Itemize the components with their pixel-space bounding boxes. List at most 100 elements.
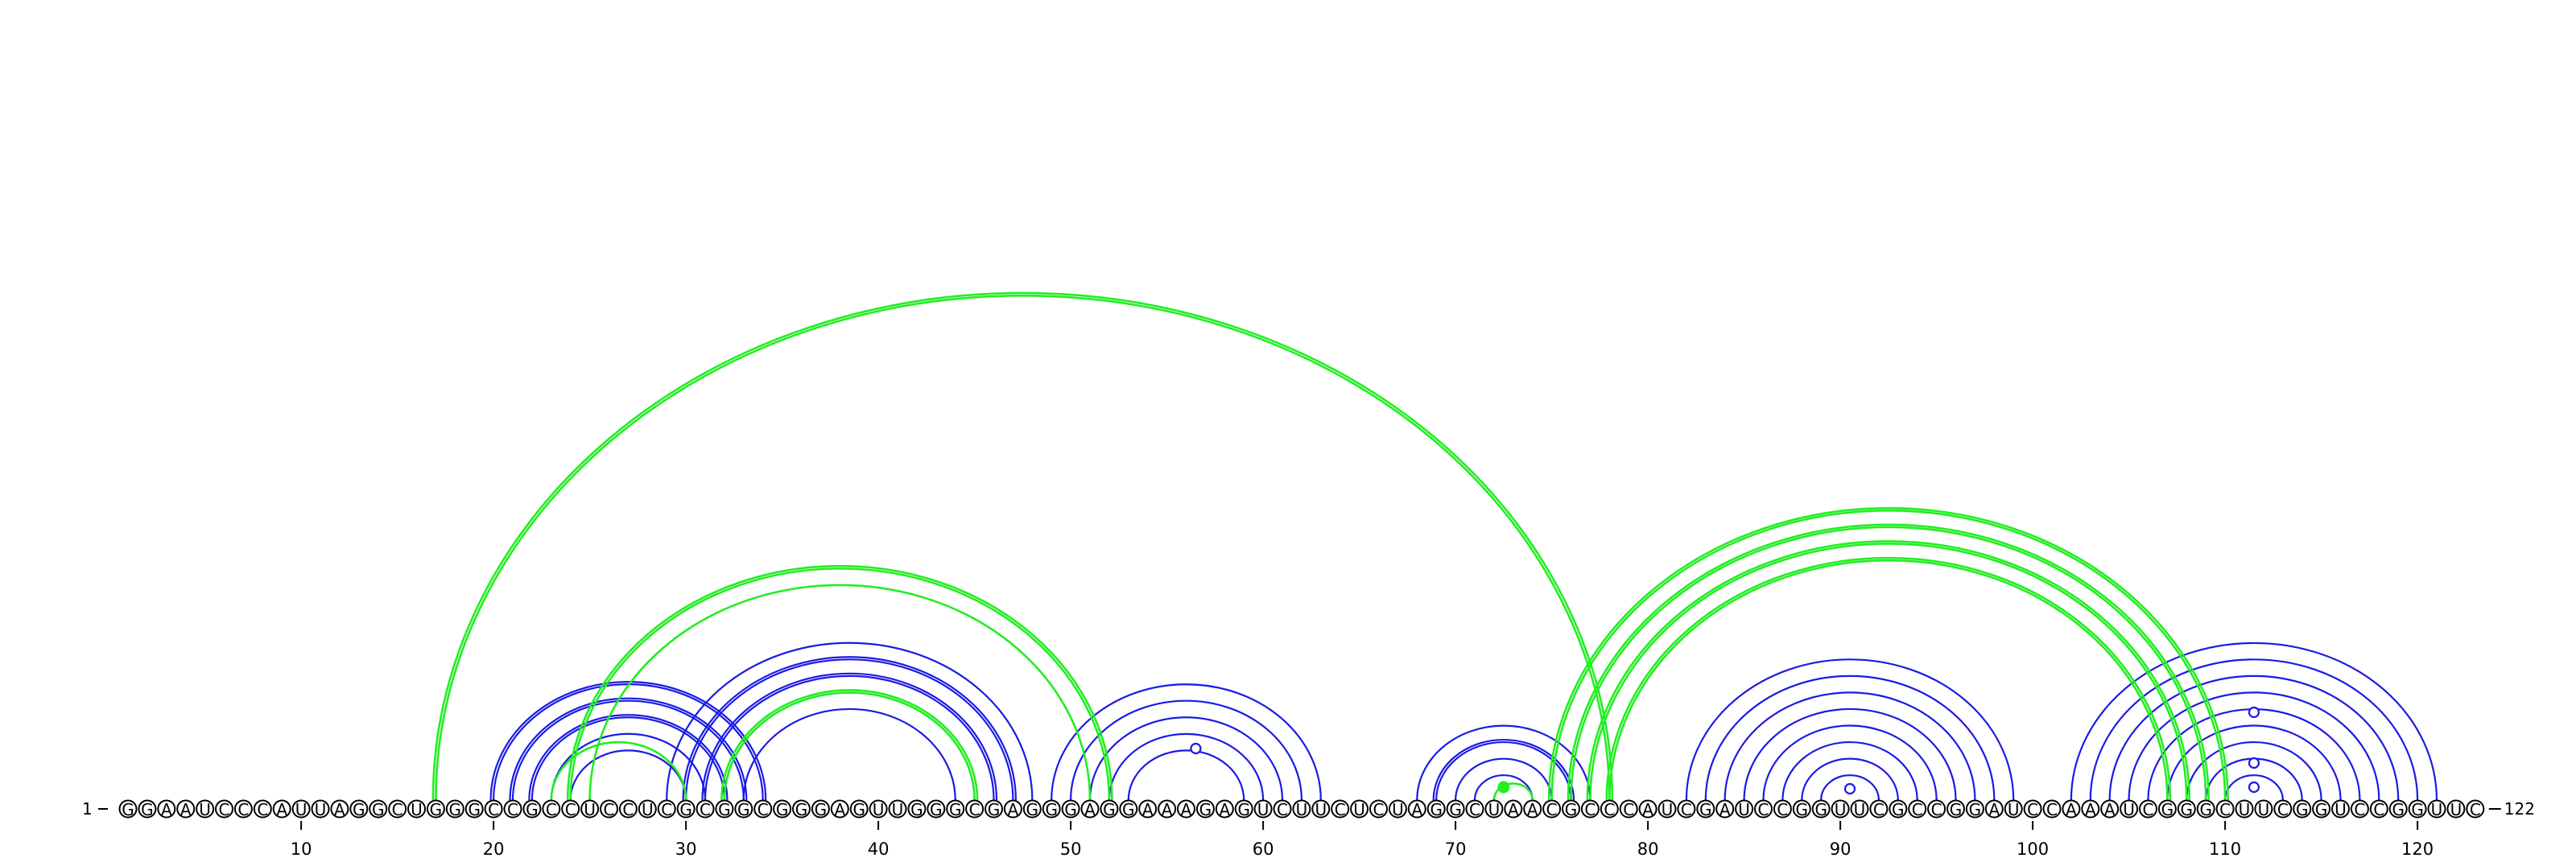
nucleotide-letter: G	[1796, 800, 1809, 819]
nucleotide-letter: G	[1199, 800, 1212, 819]
nucleotide-circle	[1253, 799, 1273, 819]
nucleotide-letter: G	[1814, 800, 1827, 819]
nucleotide-circle	[2004, 799, 2023, 819]
nucleotide-letter: G	[679, 800, 692, 819]
nucleotide-circle	[1523, 799, 1542, 819]
nucleotide-circle	[1273, 799, 1292, 819]
nucleotide-letter: G	[2199, 800, 2212, 819]
nucleotide-circle	[1446, 799, 1465, 819]
nucleotide-letter: A	[1181, 800, 1192, 819]
nucleotide-circle	[2312, 799, 2331, 819]
nucleotide-circle	[1889, 799, 1908, 819]
blue-arc	[1801, 757, 1899, 801]
nucleotide-letter: A	[180, 800, 192, 819]
nucleotide-circle	[2466, 799, 2485, 819]
nucleotide-letter: G	[930, 800, 943, 819]
nucleotide-circle	[2023, 799, 2042, 819]
nucleotide-circle	[2408, 799, 2427, 819]
nucleotide-circle	[1831, 799, 1850, 819]
nucleotide-circle	[2350, 799, 2369, 819]
nucleotide-circle	[638, 799, 657, 819]
nucleotide-letter: A	[1084, 800, 1096, 819]
blue-arc	[1820, 774, 1880, 801]
blue-arc	[1127, 749, 1245, 801]
nucleotide-letter: U	[1353, 800, 1365, 819]
nucleotide-circle	[2062, 799, 2081, 819]
green-arc-double	[1567, 523, 2210, 801]
nucleotide-letter: G	[815, 800, 828, 819]
nucleotide-letter: C	[758, 800, 769, 819]
nucleotide-letter: G	[141, 800, 154, 819]
blue-arc	[1743, 707, 1957, 801]
nucleotide-letter: C	[2354, 800, 2365, 819]
nucleotide-letter: C	[2470, 800, 2481, 819]
nucleotide-circle	[1350, 799, 1369, 819]
nucleotide-circle	[1331, 799, 1350, 819]
nucleotide-circle	[2369, 799, 2388, 819]
nucleotide-letter: U	[642, 800, 654, 819]
green-arc-double	[720, 689, 979, 801]
nucleotide-circle	[1177, 799, 1195, 819]
nucleotide-circle	[2157, 799, 2177, 819]
nucleotide-letter: A	[2104, 800, 2116, 819]
nucleotide-letter: U	[2239, 800, 2251, 819]
nucleotide-letter: U	[295, 800, 308, 819]
sequence-backbone: 1 122	[82, 799, 2535, 819]
blue-arc	[1762, 724, 1938, 801]
nucleotide-circle	[1388, 799, 1407, 819]
blue-arc	[1416, 724, 1591, 801]
nucleotide-letter: U	[2008, 800, 2020, 819]
nucleotide-letter: U	[1257, 800, 1269, 819]
nucleotide-circle	[907, 799, 927, 819]
nucleotide-circle	[1504, 799, 1523, 819]
green-arc-double	[1605, 556, 2172, 801]
nucleotide-letter: A	[1719, 800, 1731, 819]
nucleotide-circle	[1850, 799, 1869, 819]
nucleotide-letter: G	[1103, 800, 1116, 819]
blue-arc-double	[489, 681, 767, 801]
nucleotide-circle	[157, 799, 176, 819]
blue-arc	[1473, 774, 1534, 801]
nucleotide-letter: G	[1449, 800, 1462, 819]
nucleotide-letter: G	[449, 800, 462, 819]
nucleotide-letter: U	[584, 800, 596, 819]
nucleotide-circle	[1984, 799, 2004, 819]
nucleotide-circle	[1580, 799, 1600, 819]
blue-arc	[511, 699, 745, 801]
nucleotide-circle	[2446, 799, 2466, 819]
nucleotide-circle	[215, 799, 233, 819]
nucleotide-circle	[792, 799, 811, 819]
loop-markers	[1190, 706, 2260, 795]
blue-arc-double	[701, 672, 998, 801]
open-loop-marker	[2248, 781, 2260, 794]
axis-tick-label: 110	[2209, 839, 2241, 858]
green-arc	[435, 294, 1611, 801]
nucleotide-letter: C	[546, 800, 557, 819]
nucleotide-circle	[484, 799, 503, 819]
nucleotide-circle	[753, 799, 773, 819]
nucleotide-circle	[1657, 799, 1677, 819]
blue-arc	[704, 674, 995, 801]
nucleotide-letter: C	[969, 800, 980, 819]
nucleotide-circle	[2293, 799, 2312, 819]
nucleotide-circle	[1811, 799, 1831, 819]
nucleotide-circle	[1946, 799, 1965, 819]
open-loop-marker	[2248, 706, 2260, 719]
position-axis: 10 20 30 40 50 60 70 80 90 100 110 120	[291, 821, 2434, 858]
green-arc	[1608, 559, 2169, 801]
axis-tick-label: 30	[675, 839, 697, 858]
nucleotide-circle	[1215, 799, 1234, 819]
blue-arc-double	[682, 656, 1017, 801]
nucleotide-letter: C	[661, 800, 672, 819]
nucleotide-circle	[715, 799, 734, 819]
nucleotide-letter: U	[2123, 800, 2135, 819]
green-arc	[588, 584, 1092, 801]
nucleotide-letter: C	[1758, 800, 1769, 819]
nucleotide-letter: A	[1142, 800, 1154, 819]
green-arc	[569, 567, 1111, 801]
nucleotide-circle	[696, 799, 715, 819]
nucleotide-circle	[1638, 799, 1657, 819]
nucleotide-letter: G	[988, 800, 1001, 819]
nucleotide-letter: U	[1738, 800, 1750, 819]
nucleotide-circle	[1138, 799, 1158, 819]
